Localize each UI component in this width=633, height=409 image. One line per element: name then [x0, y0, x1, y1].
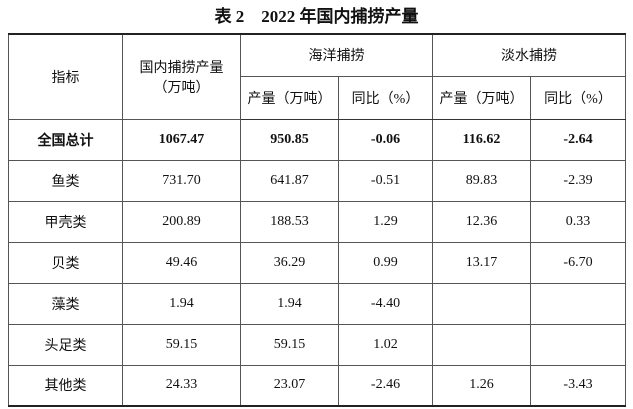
header-cell: 同比（%） [338, 75, 433, 120]
table-cell: 950.85 [240, 118, 339, 161]
table-cell: 贝类 [8, 241, 123, 284]
table-title: 表 2 2022 年国内捕捞产量 [214, 7, 419, 26]
table-cell: 13.17 [432, 241, 531, 284]
table-cell: 24.33 [122, 364, 241, 407]
table-cell: 59.15 [240, 323, 339, 366]
table-cell: 49.46 [122, 241, 241, 284]
table-cell: 1.02 [338, 323, 433, 366]
table-cell: -6.70 [530, 241, 626, 284]
table-cell: 甲壳类 [8, 200, 123, 243]
table-cell [432, 282, 531, 325]
table-cell: -4.40 [338, 282, 433, 325]
table-cell: -3.43 [530, 364, 626, 407]
table-cell: 59.15 [122, 323, 241, 366]
table-cell: 641.87 [240, 159, 339, 202]
table-cell: 731.70 [122, 159, 241, 202]
table-cell: 89.83 [432, 159, 531, 202]
table-cell: 116.62 [432, 118, 531, 161]
table-cell: -0.06 [338, 118, 433, 161]
header-line: 国内捕捞产量 [139, 60, 224, 76]
table-cell [432, 323, 531, 366]
table-cell: 1.94 [122, 282, 241, 325]
table-cell: 36.29 [240, 241, 339, 284]
table-cell: 188.53 [240, 200, 339, 243]
table-cell: -0.51 [338, 159, 433, 202]
table: 指标 国内捕捞产量 （万吨） 海洋捕捞 淡水捕捞 产量（万吨） 同比（%） 产量（… [8, 33, 626, 407]
table-cell: 鱼类 [8, 159, 123, 202]
table-cell: 其他类 [8, 364, 123, 407]
table-cell: 1.29 [338, 200, 433, 243]
table-cell [530, 323, 626, 366]
table-cell: 200.89 [122, 200, 241, 243]
header-cell: 同比（%） [530, 75, 626, 120]
table-row: 贝类 49.46 36.29 0.99 13.17 -6.70 [8, 241, 626, 284]
table-cell: 1067.47 [122, 118, 241, 161]
table-row: 鱼类 731.70 641.87 -0.51 89.83 -2.39 [8, 159, 626, 202]
header-line: （万吨） [153, 80, 210, 96]
header-cell: 产量（万吨） [432, 75, 531, 120]
header-cell: 海洋捕捞 [240, 33, 433, 77]
table-cell: 1.94 [240, 282, 339, 325]
table-row: 其他类 24.33 23.07 -2.46 1.26 -3.43 [8, 364, 626, 407]
table-cell: 0.99 [338, 241, 433, 284]
table-cell: 全国总计 [8, 118, 123, 161]
table-cell [530, 282, 626, 325]
table-cell: 1.26 [432, 364, 531, 407]
header-cell: 指标 [8, 33, 123, 120]
table-row: 甲壳类 200.89 188.53 1.29 12.36 0.33 [8, 200, 626, 243]
table-row: 头足类 59.15 59.15 1.02 [8, 323, 626, 366]
table-cell: -2.39 [530, 159, 626, 202]
table-cell: 0.33 [530, 200, 626, 243]
table-cell: 12.36 [432, 200, 531, 243]
table-cell: 藻类 [8, 282, 123, 325]
header-cell: 产量（万吨） [240, 75, 339, 120]
table-row: 全国总计 1067.47 950.85 -0.06 116.62 -2.64 [8, 118, 626, 161]
table-cell: 23.07 [240, 364, 339, 407]
table-cell: -2.46 [338, 364, 433, 407]
table-row: 藻类 1.94 1.94 -4.40 [8, 282, 626, 325]
table-body: 全国总计 1067.47 950.85 -0.06 116.62 -2.64 鱼类 731.7… [8, 118, 626, 407]
header-cell: 国内捕捞产量 （万吨） [122, 33, 241, 120]
table-cell: 头足类 [8, 323, 123, 366]
header-cell: 淡水捕捞 [432, 33, 626, 77]
table-cell: -2.64 [530, 118, 626, 161]
